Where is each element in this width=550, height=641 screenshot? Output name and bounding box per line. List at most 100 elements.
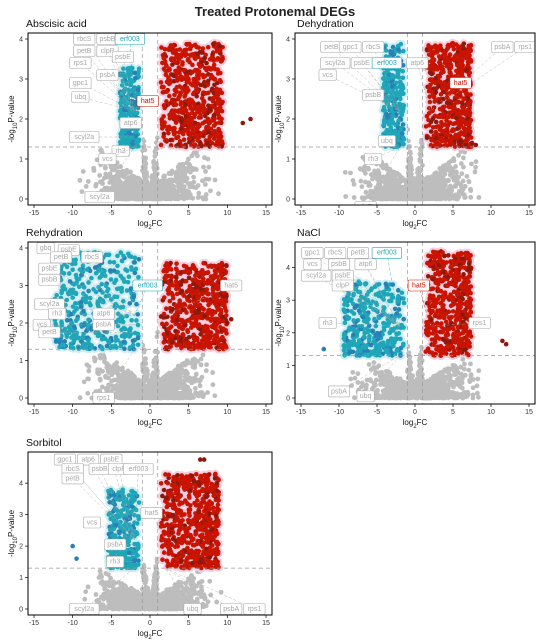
ns-point [415,170,420,175]
down-point [135,87,141,92]
up-point [158,142,164,148]
up-point [195,137,200,143]
up-point [176,67,181,73]
ns-point [416,165,422,171]
gene-label-box [73,33,96,45]
up-point [208,75,214,81]
gene-label: hat5 [141,98,155,105]
ns-point [442,186,447,192]
ns-point [447,165,452,171]
ns-point [80,169,86,174]
down-point [387,88,393,93]
gene-label-box [69,131,100,143]
up-point [186,112,192,117]
up-point [173,51,179,56]
ns-point [455,196,460,202]
up-point [183,102,188,107]
ns-point [408,192,414,198]
ns-point [442,182,448,188]
down-point [390,113,396,119]
down-point [136,66,142,72]
ns-point [362,164,367,170]
ns-point [460,178,466,184]
ns-point [182,170,188,175]
up-point [173,59,178,65]
up-point [170,72,175,77]
ns-point [464,173,470,179]
ns-point [112,174,118,180]
up-point [195,132,201,138]
ns-point [145,191,150,196]
ns-point [176,164,181,170]
up-point [182,53,188,58]
label-leader-line [107,74,135,112]
gene-label: rh3 [116,148,126,155]
ns-point [142,162,148,168]
up-point [170,99,176,104]
ns-point [143,196,149,202]
down-point [398,125,404,131]
gene-label-box [111,145,130,157]
ns-point [187,184,193,190]
ns-point [350,178,356,183]
ns-point [450,173,455,179]
down-point [396,118,401,124]
down-point [136,137,142,142]
up-point [214,86,219,92]
gene-label-box [111,51,134,63]
ns-point [342,169,348,175]
ns-point [143,183,149,188]
up-point [201,90,206,95]
up-point [185,57,191,63]
down-point [391,102,397,107]
up-point [190,100,196,105]
ns-point [384,196,390,202]
up-point [216,132,222,137]
ns-point [177,169,182,175]
ns-point [208,188,213,194]
ns-point [388,191,393,196]
up-point [195,51,201,57]
ns-point [128,190,134,196]
ns-point [401,178,407,184]
ns-point [161,175,167,181]
ns-point [432,179,438,185]
up-point [220,99,225,105]
ns-point [459,184,464,190]
ns-point [174,191,180,197]
up-point [206,90,211,96]
up-point [198,112,203,118]
ns-point [157,186,163,192]
up-point [177,139,183,144]
down-point [398,79,403,85]
label-leader-line [84,50,135,112]
ns-point [182,195,187,201]
ns-point [433,183,438,189]
gene-label: erf003 [120,36,140,43]
up-point [175,116,181,121]
up-point [175,78,180,83]
up-point [193,56,198,62]
gene-label: psbE [115,54,131,61]
panel-title: Abscisic acid [26,18,87,30]
ns-point [378,174,384,180]
ns-point [391,195,397,201]
ns-point [369,176,375,182]
up-point [196,122,202,128]
up-point [165,77,171,83]
up-point [215,67,220,72]
ns-point [164,195,170,201]
down-point [400,135,406,140]
up-point [172,56,178,61]
gene-label-box [98,153,117,165]
ns-point [104,174,110,180]
up-point [168,57,174,62]
ns-point [418,159,424,164]
up-point [215,142,220,148]
up-point [167,115,173,121]
up-point [205,78,211,84]
gene-label-box [73,45,96,57]
